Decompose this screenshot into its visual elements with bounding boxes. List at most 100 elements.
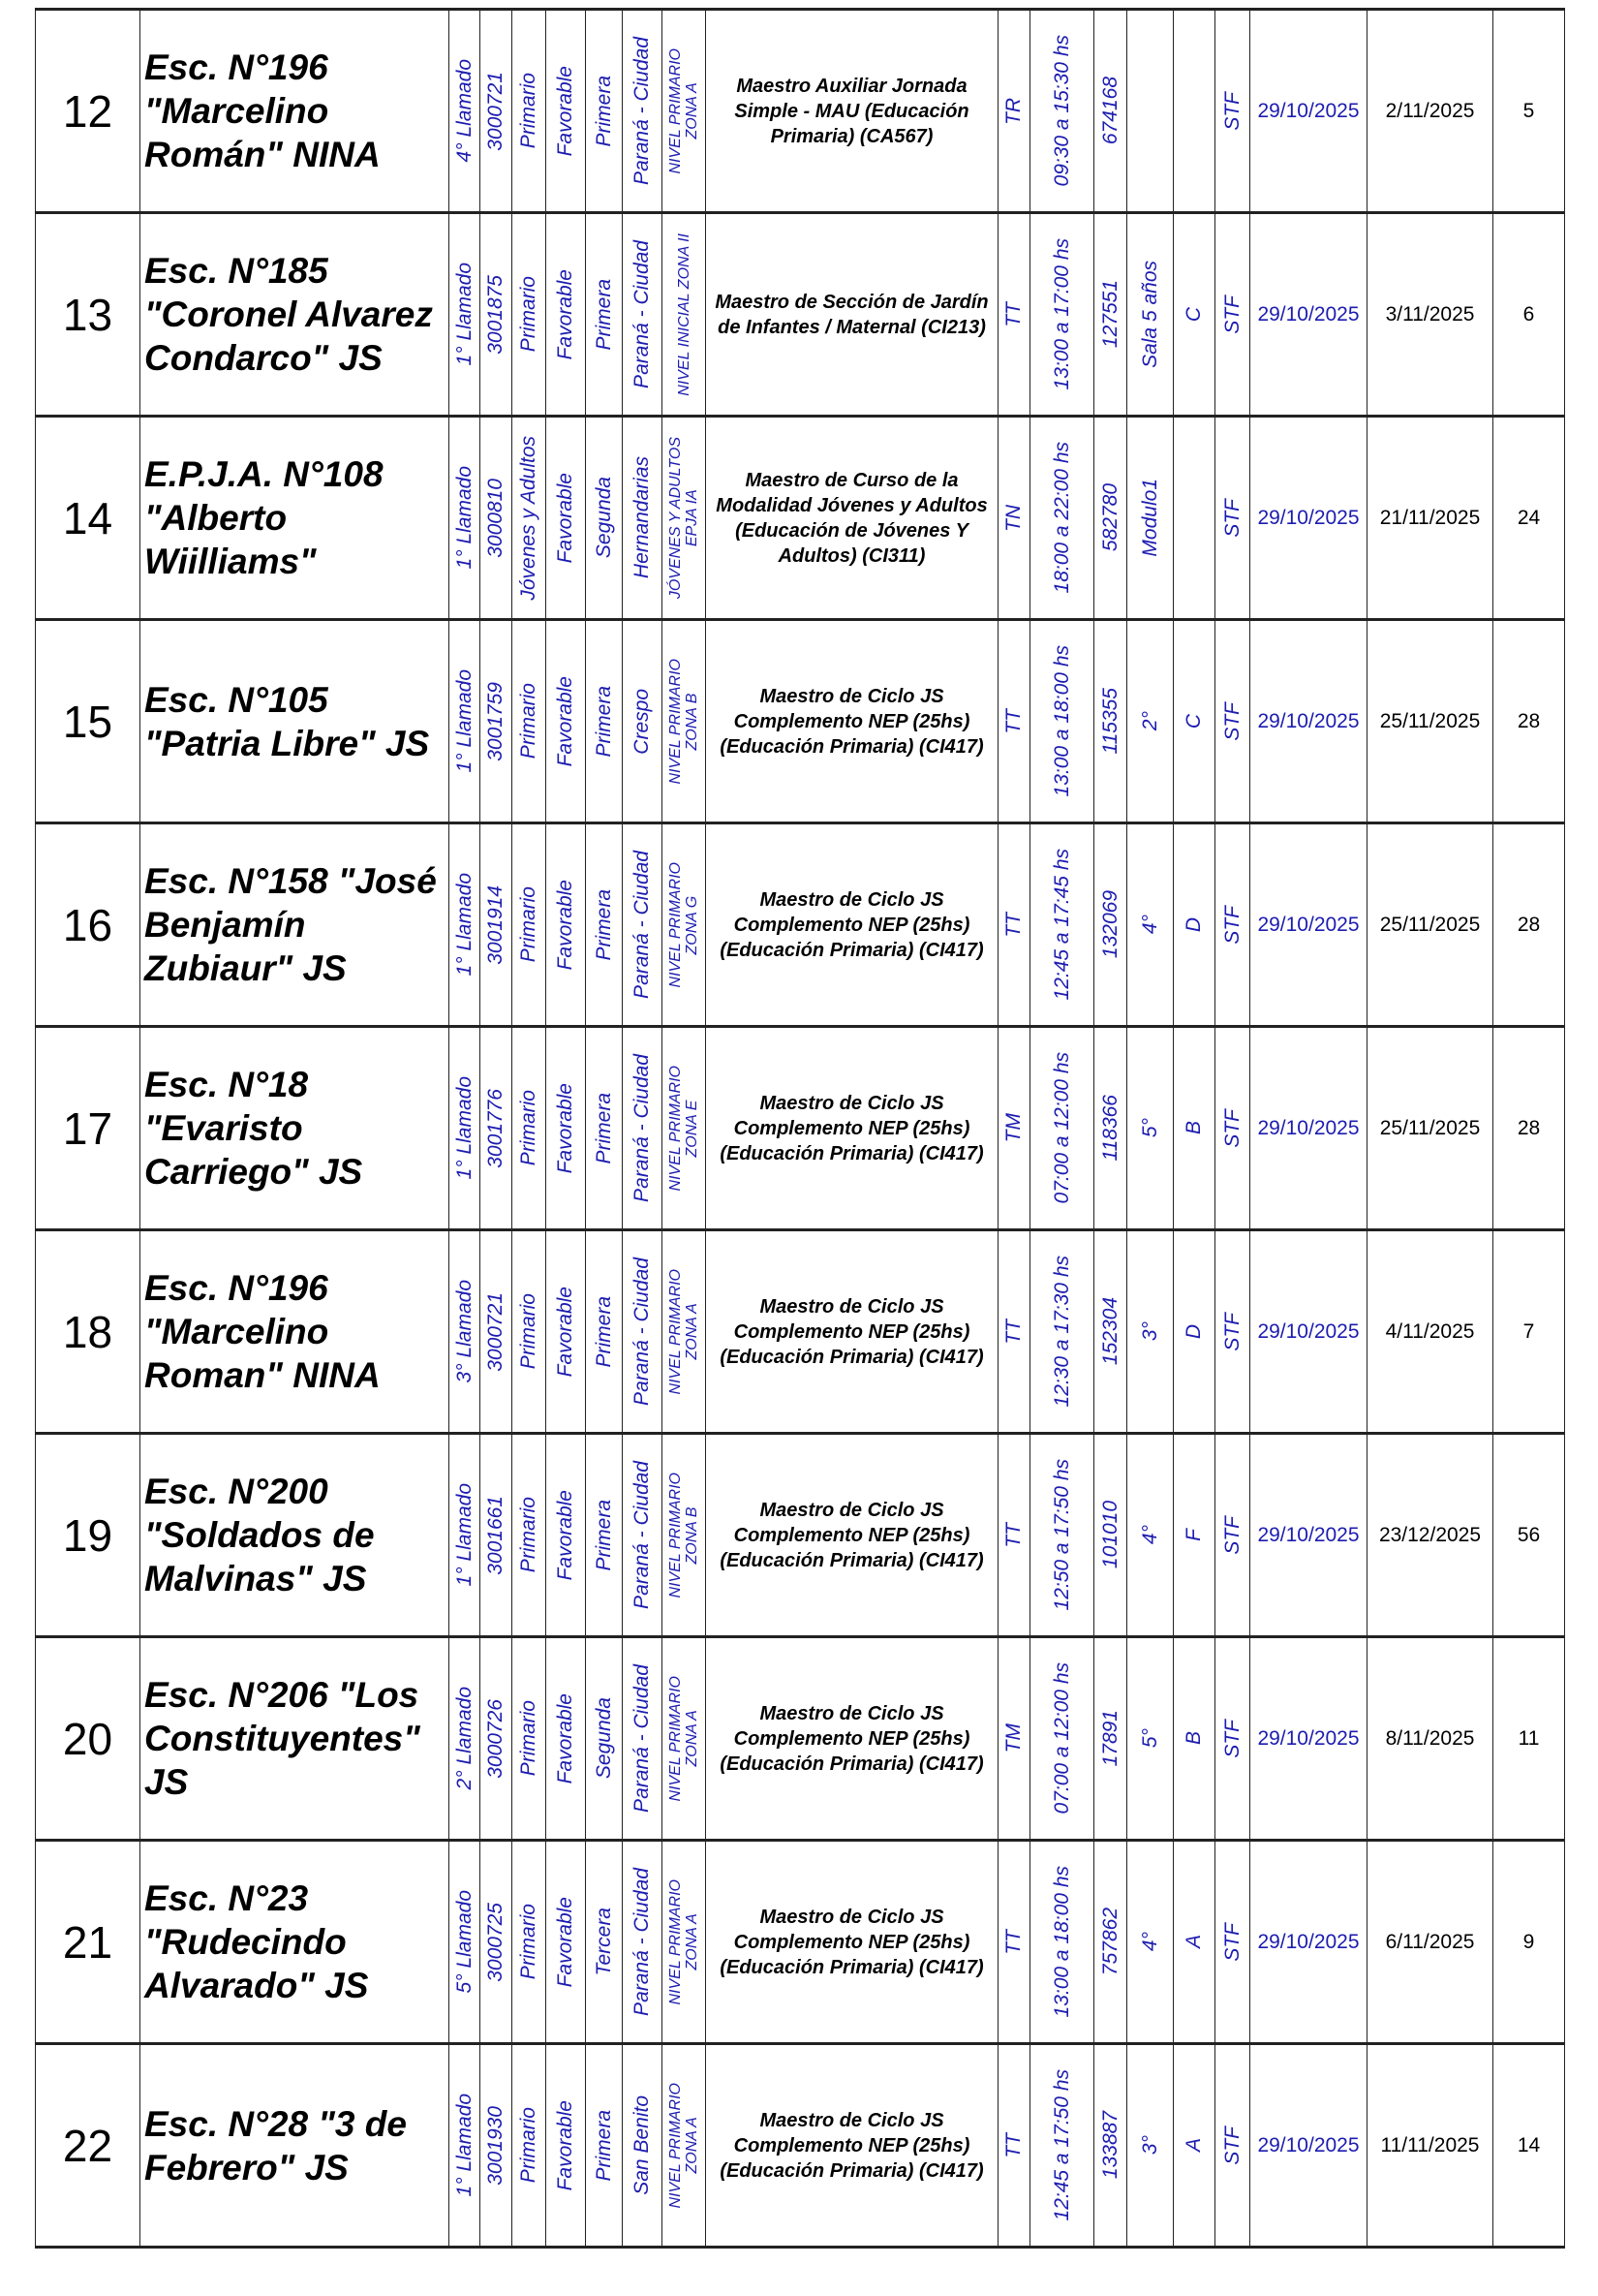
hours: 12:45 a 17:50 hs <box>1050 2069 1073 2221</box>
section: D <box>1183 1323 1205 1340</box>
status-cell: Favorable <box>545 1025 586 1231</box>
school-name: Esc. N°18 "Evaristo Carriego" JS <box>139 1025 449 1231</box>
call-number: 4° Llamado <box>452 59 476 163</box>
end-date: 25/11/2025 <box>1367 822 1493 1028</box>
grade-cell: 2° <box>1126 618 1174 824</box>
table-row: 16 Esc. N°158 "José Benjamín Zubiaur" JS 1… <box>35 822 1565 1028</box>
status: Favorable <box>554 1489 576 1581</box>
level: Primario <box>517 73 539 149</box>
location: Crespo <box>630 688 653 755</box>
hours-cell: 12:30 a 17:30 hs <box>1029 1228 1094 1435</box>
level-cell: Primario <box>511 8 546 214</box>
zone: NIVEL PRIMARIO ZONA A <box>667 47 700 174</box>
shift-cell: TM <box>998 1635 1030 1842</box>
status-cell: Favorable <box>545 1432 586 1638</box>
type: STF <box>1220 1515 1244 1555</box>
hours-cell: 12:50 a 17:50 hs <box>1029 1432 1094 1638</box>
category-cell: Tercera <box>585 1839 623 2045</box>
zone-cell: JÓVENES Y ADULTOS EPJA IA <box>661 415 706 621</box>
grade-cell: 4° <box>1126 822 1174 1028</box>
start-date: 29/10/2025 <box>1249 1025 1368 1231</box>
position-description: Maestro de Ciclo JS Complemento NEP (25h… <box>705 1839 999 2045</box>
type-cell: STF <box>1214 1839 1250 2045</box>
zone: NIVEL PRIMARIO ZONA E <box>667 1065 700 1192</box>
level: Primario <box>517 1700 539 1777</box>
level-cell: Primario <box>511 1432 546 1638</box>
school-name: Esc. N°105 "Patria Libre" JS <box>139 618 449 824</box>
grade: 4° <box>1138 915 1161 935</box>
school-code: 3001759 <box>484 681 507 761</box>
position-id: 582780 <box>1098 483 1122 552</box>
position-id: 132069 <box>1098 890 1122 959</box>
status-cell: Favorable <box>545 1635 586 1842</box>
category: Primera <box>592 1499 615 1571</box>
location: Paraná - Ciudad <box>630 37 653 185</box>
zone: NIVEL PRIMARIO ZONA A <box>667 2082 700 2209</box>
grade: Modulo1 <box>1138 479 1161 557</box>
shift: TT <box>1002 2132 1025 2158</box>
call-number-cell: 1° Llamado <box>448 822 480 1028</box>
level-cell: Primario <box>511 1228 546 1435</box>
call-number-cell: 1° Llamado <box>448 415 480 621</box>
status: Favorable <box>554 65 576 157</box>
school-code: 3000810 <box>484 478 507 558</box>
hours: 07:00 a 12:00 hs <box>1050 1052 1073 1204</box>
level-cell: Primario <box>511 1635 546 1842</box>
category: Primera <box>592 2109 615 2182</box>
shift: TT <box>1002 301 1025 327</box>
location-cell: Paraná - Ciudad <box>622 1635 662 1842</box>
grade-cell: Modulo1 <box>1126 415 1174 621</box>
days-count: 5 <box>1492 8 1565 214</box>
location: Paraná - Ciudad <box>630 1257 653 1406</box>
row-number: 17 <box>35 1025 140 1231</box>
type: STF <box>1220 701 1244 741</box>
call-number: 3° Llamado <box>452 1280 476 1383</box>
position-description: Maestro de Ciclo JS Complemento NEP (25h… <box>705 1228 999 1435</box>
position-id-cell: 127551 <box>1093 211 1127 418</box>
hours: 13:00 a 18:00 hs <box>1050 1866 1073 2018</box>
hours-cell: 12:45 a 17:50 hs <box>1029 2042 1094 2249</box>
row-number: 22 <box>35 2042 140 2249</box>
location-cell: San Benito <box>622 2042 662 2249</box>
shift-cell: TR <box>998 8 1030 214</box>
grade-cell: 4° <box>1126 1432 1174 1638</box>
table-row: 12 Esc. N°196 "Marcelino Román" NINA 4° Ll… <box>35 8 1565 214</box>
zone-cell: NIVEL PRIMARIO ZONA E <box>661 1025 706 1231</box>
school-name: E.P.J.A. N°108 "Alberto Wiilliams" <box>139 415 449 621</box>
start-date: 29/10/2025 <box>1249 1635 1368 1842</box>
school-name: Esc. N°185 "Coronel Alvarez Condarco" JS <box>139 211 449 418</box>
status: Favorable <box>554 1896 576 1988</box>
category: Segunda <box>592 477 615 559</box>
school-code: 3001661 <box>484 1495 507 1575</box>
position-id: 152304 <box>1098 1297 1122 1366</box>
location: Paraná - Ciudad <box>630 1054 653 1202</box>
grade-cell: 5° <box>1126 1635 1174 1842</box>
call-number: 1° Llamado <box>452 1076 476 1180</box>
call-number-cell: 3° Llamado <box>448 1228 480 1435</box>
zone-cell: NIVEL PRIMARIO ZONA A <box>661 2042 706 2249</box>
call-number: 1° Llamado <box>452 669 476 773</box>
type-cell: STF <box>1214 1635 1250 1842</box>
section: C <box>1183 713 1205 729</box>
table-row: 18 Esc. N°196 "Marcelino Roman" NINA 3° Ll… <box>35 1228 1565 1435</box>
days-count: 28 <box>1492 822 1565 1028</box>
shift-cell: TT <box>998 211 1030 418</box>
level-cell: Primario <box>511 618 546 824</box>
category-cell: Primera <box>585 8 623 214</box>
start-date: 29/10/2025 <box>1249 8 1368 214</box>
position-id-cell: 133887 <box>1093 2042 1127 2249</box>
zone-cell: NIVEL PRIMARIO ZONA A <box>661 8 706 214</box>
section-cell: D <box>1173 1228 1215 1435</box>
level: Primario <box>517 1497 539 1573</box>
end-date: 25/11/2025 <box>1367 618 1493 824</box>
school-code: 3000726 <box>484 1698 507 1779</box>
status: Favorable <box>554 2099 576 2191</box>
table-row: 19 Esc. N°200 "Soldados de Malvinas" JS 1°… <box>35 1432 1565 1638</box>
grade: Sala 5 años <box>1138 261 1161 368</box>
position-description: Maestro de Ciclo JS Complemento NEP (25h… <box>705 618 999 824</box>
category: Primera <box>592 1092 615 1164</box>
hours-cell: 07:00 a 12:00 hs <box>1029 1635 1094 1842</box>
table-row: 20 Esc. N°206 "Los Constituyentes" JS 2° L… <box>35 1635 1565 1842</box>
school-code-cell: 3001776 <box>479 1025 512 1231</box>
type: STF <box>1220 498 1244 538</box>
